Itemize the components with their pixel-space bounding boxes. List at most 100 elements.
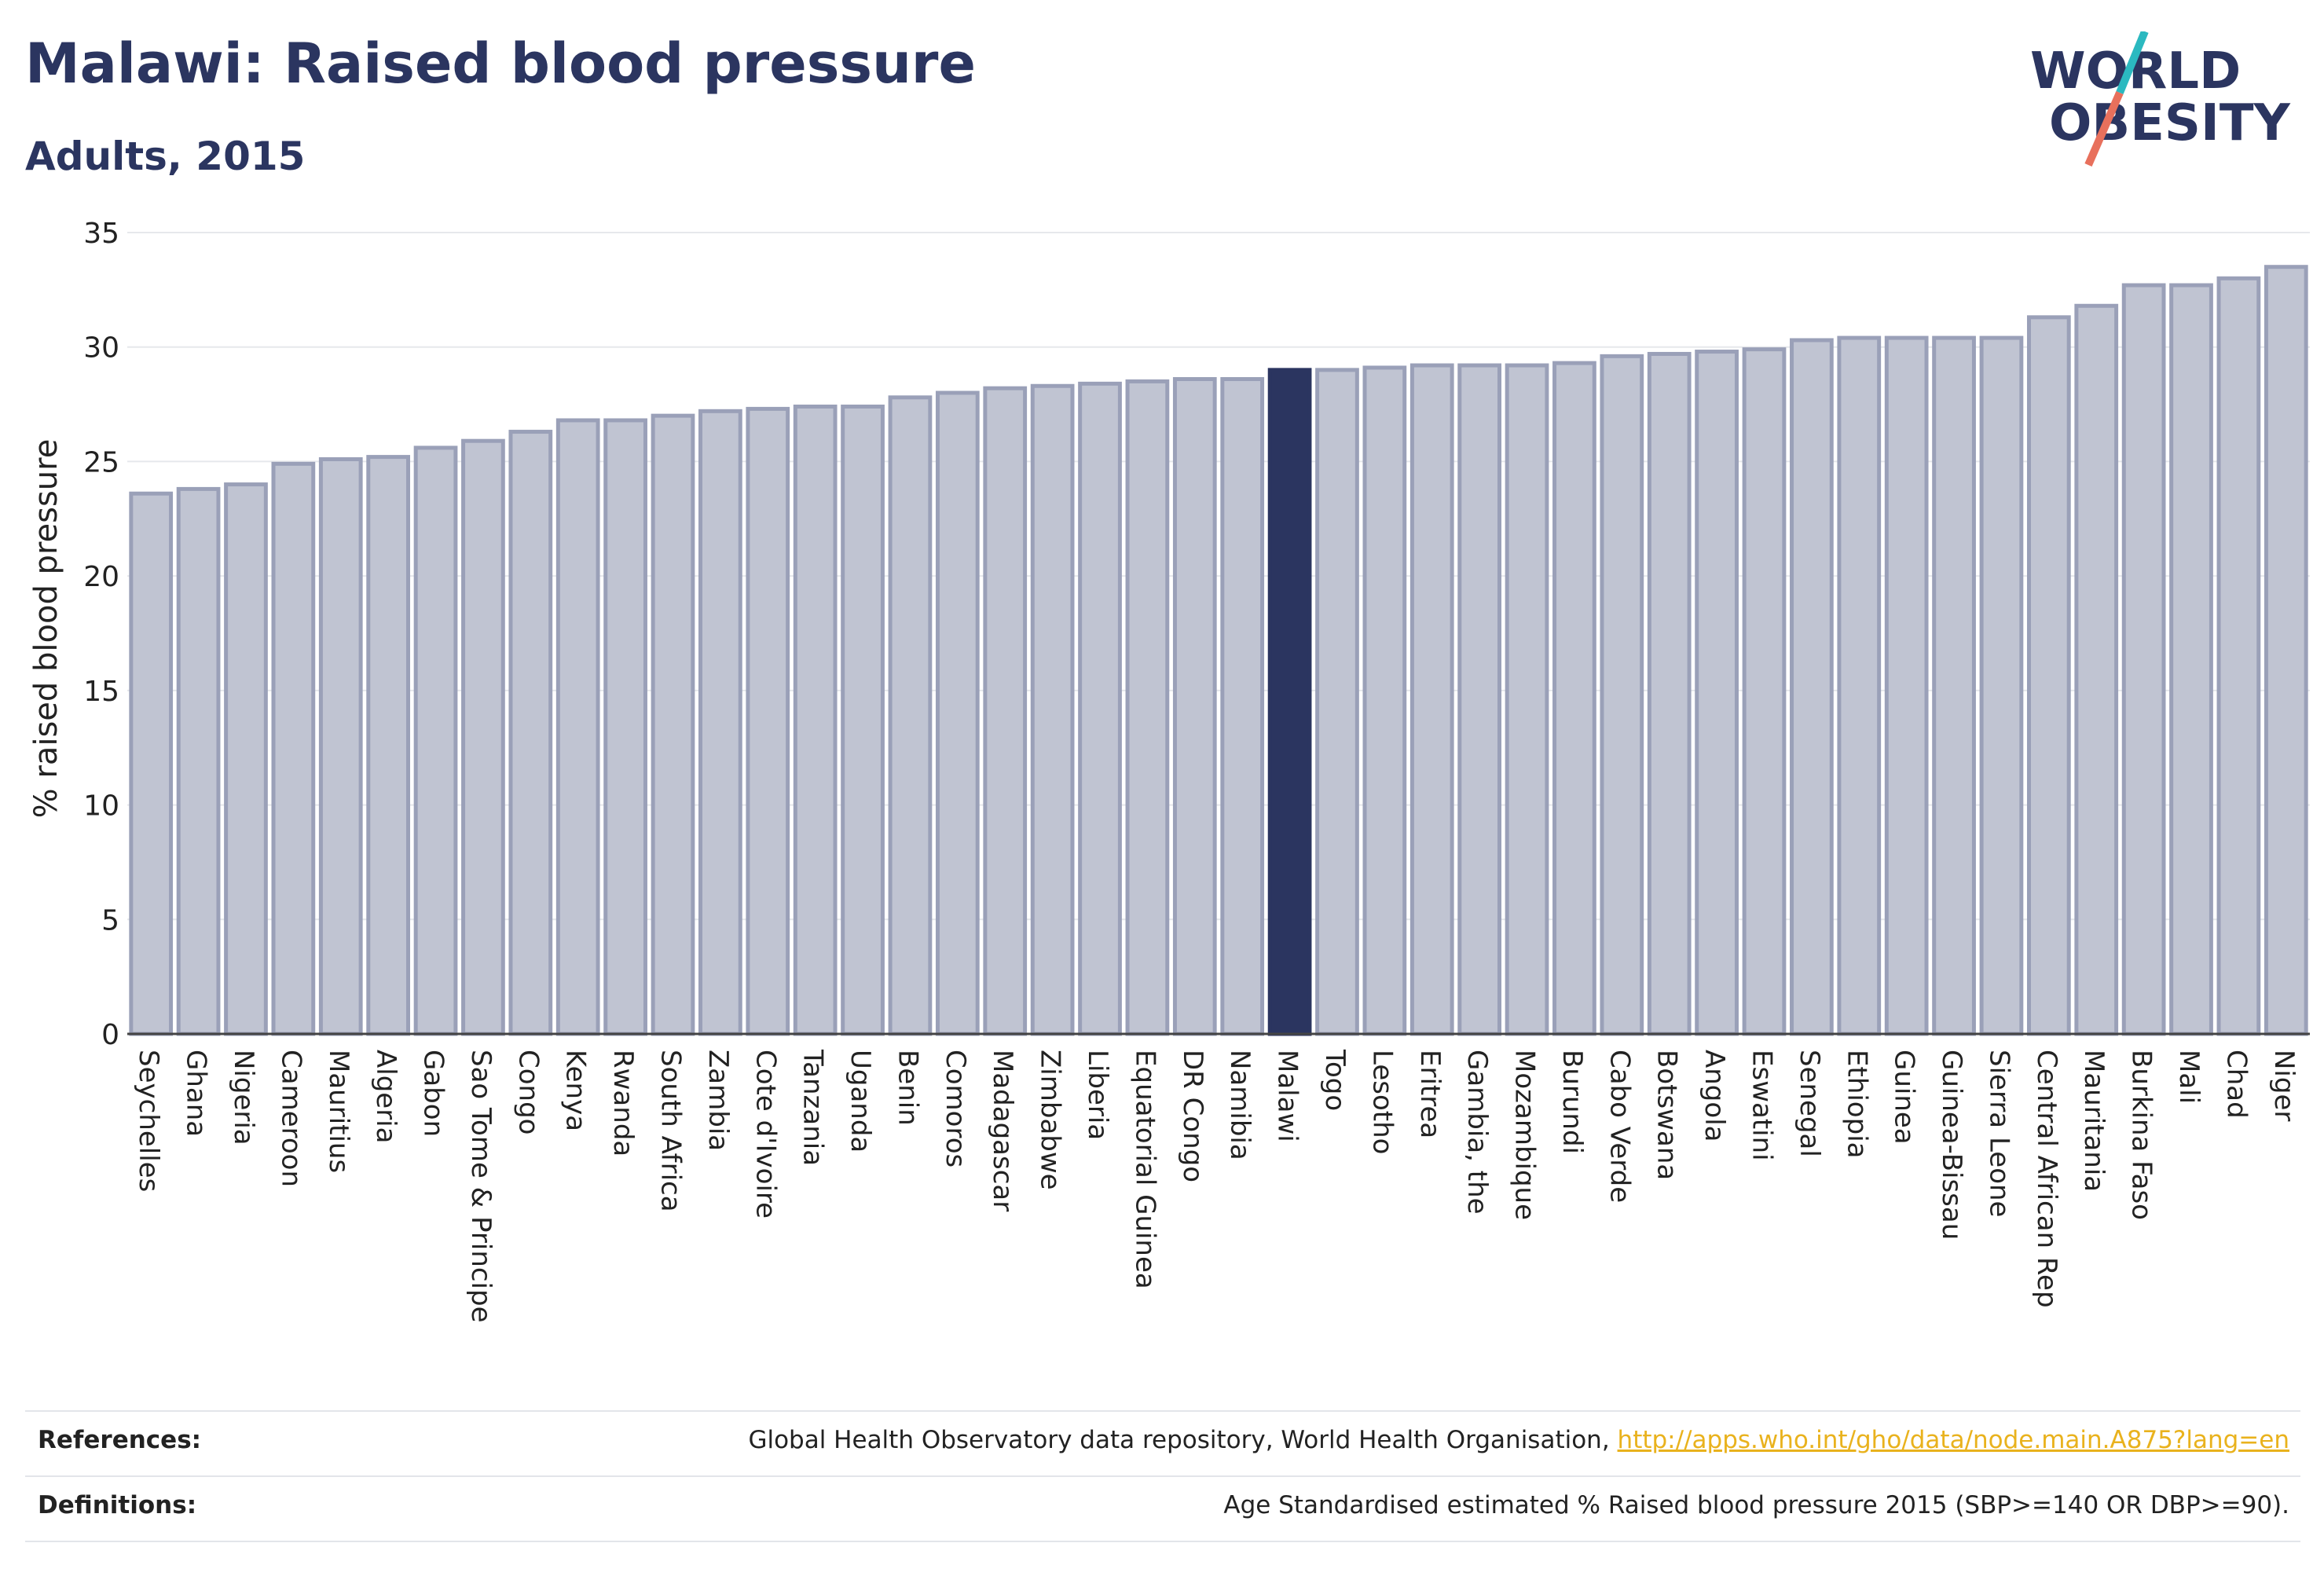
x-tick-label: Central African Rep xyxy=(2031,1050,2062,1308)
x-tick-label: South Africa xyxy=(655,1050,687,1212)
bar xyxy=(888,395,933,1036)
x-tick-label: Gambia, the xyxy=(1461,1050,1493,1215)
references-label: References: xyxy=(38,1426,202,1454)
bar xyxy=(1837,335,1882,1036)
x-tick-label: Guinea xyxy=(1889,1050,1920,1145)
x-tick-label: Eritrea xyxy=(1414,1050,1446,1138)
bar xyxy=(2074,303,2119,1036)
bar xyxy=(461,438,505,1036)
x-tick-label: Benin xyxy=(892,1050,923,1126)
x-tick-label: Mozambique xyxy=(1509,1050,1541,1220)
bar xyxy=(1125,379,1170,1036)
bar xyxy=(1552,361,1596,1036)
bar xyxy=(555,418,600,1036)
bar xyxy=(603,418,647,1036)
page-title: Malawi: Raised blood pressure xyxy=(25,31,976,96)
x-tick-label: Kenya xyxy=(560,1050,592,1131)
bar xyxy=(1172,377,1217,1036)
references-link[interactable]: http://apps.who.int/gho/data/node.main.A… xyxy=(1617,1426,2289,1454)
bar xyxy=(1979,335,2024,1036)
bar xyxy=(746,406,790,1036)
y-tick-label: 5 xyxy=(101,904,119,936)
page-subtitle: Adults, 2015 xyxy=(25,134,306,179)
y-tick-label: 10 xyxy=(83,790,119,823)
x-tick-label: Togo xyxy=(1319,1049,1351,1111)
logo-line-2: OBESITY xyxy=(2049,94,2290,152)
x-tick-label: Namibia xyxy=(1224,1050,1255,1160)
bar xyxy=(318,457,363,1036)
x-tick-label: Senegal xyxy=(1794,1050,1825,1157)
bar xyxy=(793,404,838,1036)
bar xyxy=(2026,315,2071,1036)
definitions-label: Definitions: xyxy=(38,1491,197,1519)
y-tick-label: 25 xyxy=(83,446,119,478)
x-tick-label: Algeria xyxy=(370,1050,401,1143)
bar xyxy=(1600,354,1644,1036)
x-tick-label: Zambia xyxy=(702,1050,734,1151)
references-text: Global Health Observatory data repositor… xyxy=(748,1426,2289,1454)
x-tick-label: Cameroon xyxy=(275,1050,306,1187)
x-tick-label: Niger xyxy=(2268,1050,2300,1121)
bar xyxy=(1078,381,1122,1036)
footer-divider-bottom xyxy=(25,1541,2300,1542)
bar xyxy=(224,482,268,1036)
footer-divider-middle xyxy=(25,1475,2300,1477)
x-tick-label: Mauritania xyxy=(2078,1050,2110,1192)
x-tick-label: Tanzania xyxy=(797,1049,829,1166)
bar xyxy=(841,404,885,1036)
bar xyxy=(1742,347,1787,1036)
bar-highlighted xyxy=(1267,368,1312,1036)
x-tick-label: Angola xyxy=(1699,1050,1730,1142)
footer-divider-top xyxy=(25,1410,2300,1412)
x-tick-label: Equatorial Guinea xyxy=(1129,1050,1160,1289)
x-tick-label: Cote d'Ivoire xyxy=(750,1050,781,1219)
logo-slash-coral xyxy=(2084,91,2124,167)
x-tick-label: Cabo Verde xyxy=(1604,1050,1635,1203)
y-tick-label: 20 xyxy=(83,561,119,593)
x-tick-label: DR Congo xyxy=(1177,1050,1208,1182)
x-tick-label: Madagascar xyxy=(987,1050,1018,1211)
bar xyxy=(983,386,1028,1036)
bar xyxy=(508,430,553,1036)
x-tick-label: Comoros xyxy=(940,1050,971,1167)
bar xyxy=(271,461,316,1036)
bar xyxy=(1220,377,1265,1036)
x-tick-label: Congo xyxy=(512,1050,544,1134)
bar xyxy=(1695,350,1739,1036)
x-tick-label: Seychelles xyxy=(133,1050,164,1192)
world-obesity-logo: WORLD OBESITY xyxy=(2030,31,2290,167)
x-tick-label: Ghana xyxy=(181,1050,212,1137)
x-tick-label: Botswana xyxy=(1651,1050,1683,1180)
x-tick-label: Ethiopia xyxy=(1841,1050,1872,1158)
bar xyxy=(413,445,458,1036)
bar xyxy=(651,413,695,1036)
bar-chart: 0 5 10 15 20 25 30 35 Seychelles Ghana Nigeria Came… xyxy=(28,218,2310,1323)
bar xyxy=(1790,338,1834,1036)
x-tick-label: Burundi xyxy=(1556,1050,1588,1154)
bar xyxy=(176,486,221,1036)
bar xyxy=(1647,351,1692,1036)
bar xyxy=(1362,365,1407,1036)
bar xyxy=(698,409,742,1036)
bar xyxy=(2216,276,2261,1036)
x-tick-label: Gabon xyxy=(418,1050,449,1137)
bar xyxy=(2169,283,2213,1036)
bar xyxy=(1409,363,1454,1036)
x-tick-label: Liberia xyxy=(1082,1050,1113,1140)
y-tick-label: 30 xyxy=(83,332,119,365)
x-tick-label: Burkina Faso xyxy=(2126,1050,2157,1220)
x-tick-label: Guinea-Bissau xyxy=(1936,1050,1967,1240)
bar xyxy=(2264,265,2308,1036)
x-tick-label: Lesotho xyxy=(1366,1050,1398,1154)
x-tick-label: Zimbabwe xyxy=(1035,1050,1066,1190)
x-tick-label: Chad xyxy=(2220,1050,2252,1119)
y-tick-label: 0 xyxy=(101,1019,119,1051)
axis-layer: 0 5 10 15 20 25 30 35 Seychelles Ghana Nigeria Came… xyxy=(83,218,2310,1323)
definitions-text: Age Standardised estimated % Raised bloo… xyxy=(1223,1491,2289,1519)
x-tick-label: Uganda xyxy=(845,1050,876,1153)
logo-slash-teal xyxy=(2116,31,2149,94)
bar xyxy=(1932,335,1976,1036)
x-tick-label: Mali xyxy=(2173,1050,2205,1104)
x-tick-label: Sao Tome & Principe xyxy=(465,1050,497,1323)
x-tick-label: Mauritius xyxy=(323,1050,354,1173)
